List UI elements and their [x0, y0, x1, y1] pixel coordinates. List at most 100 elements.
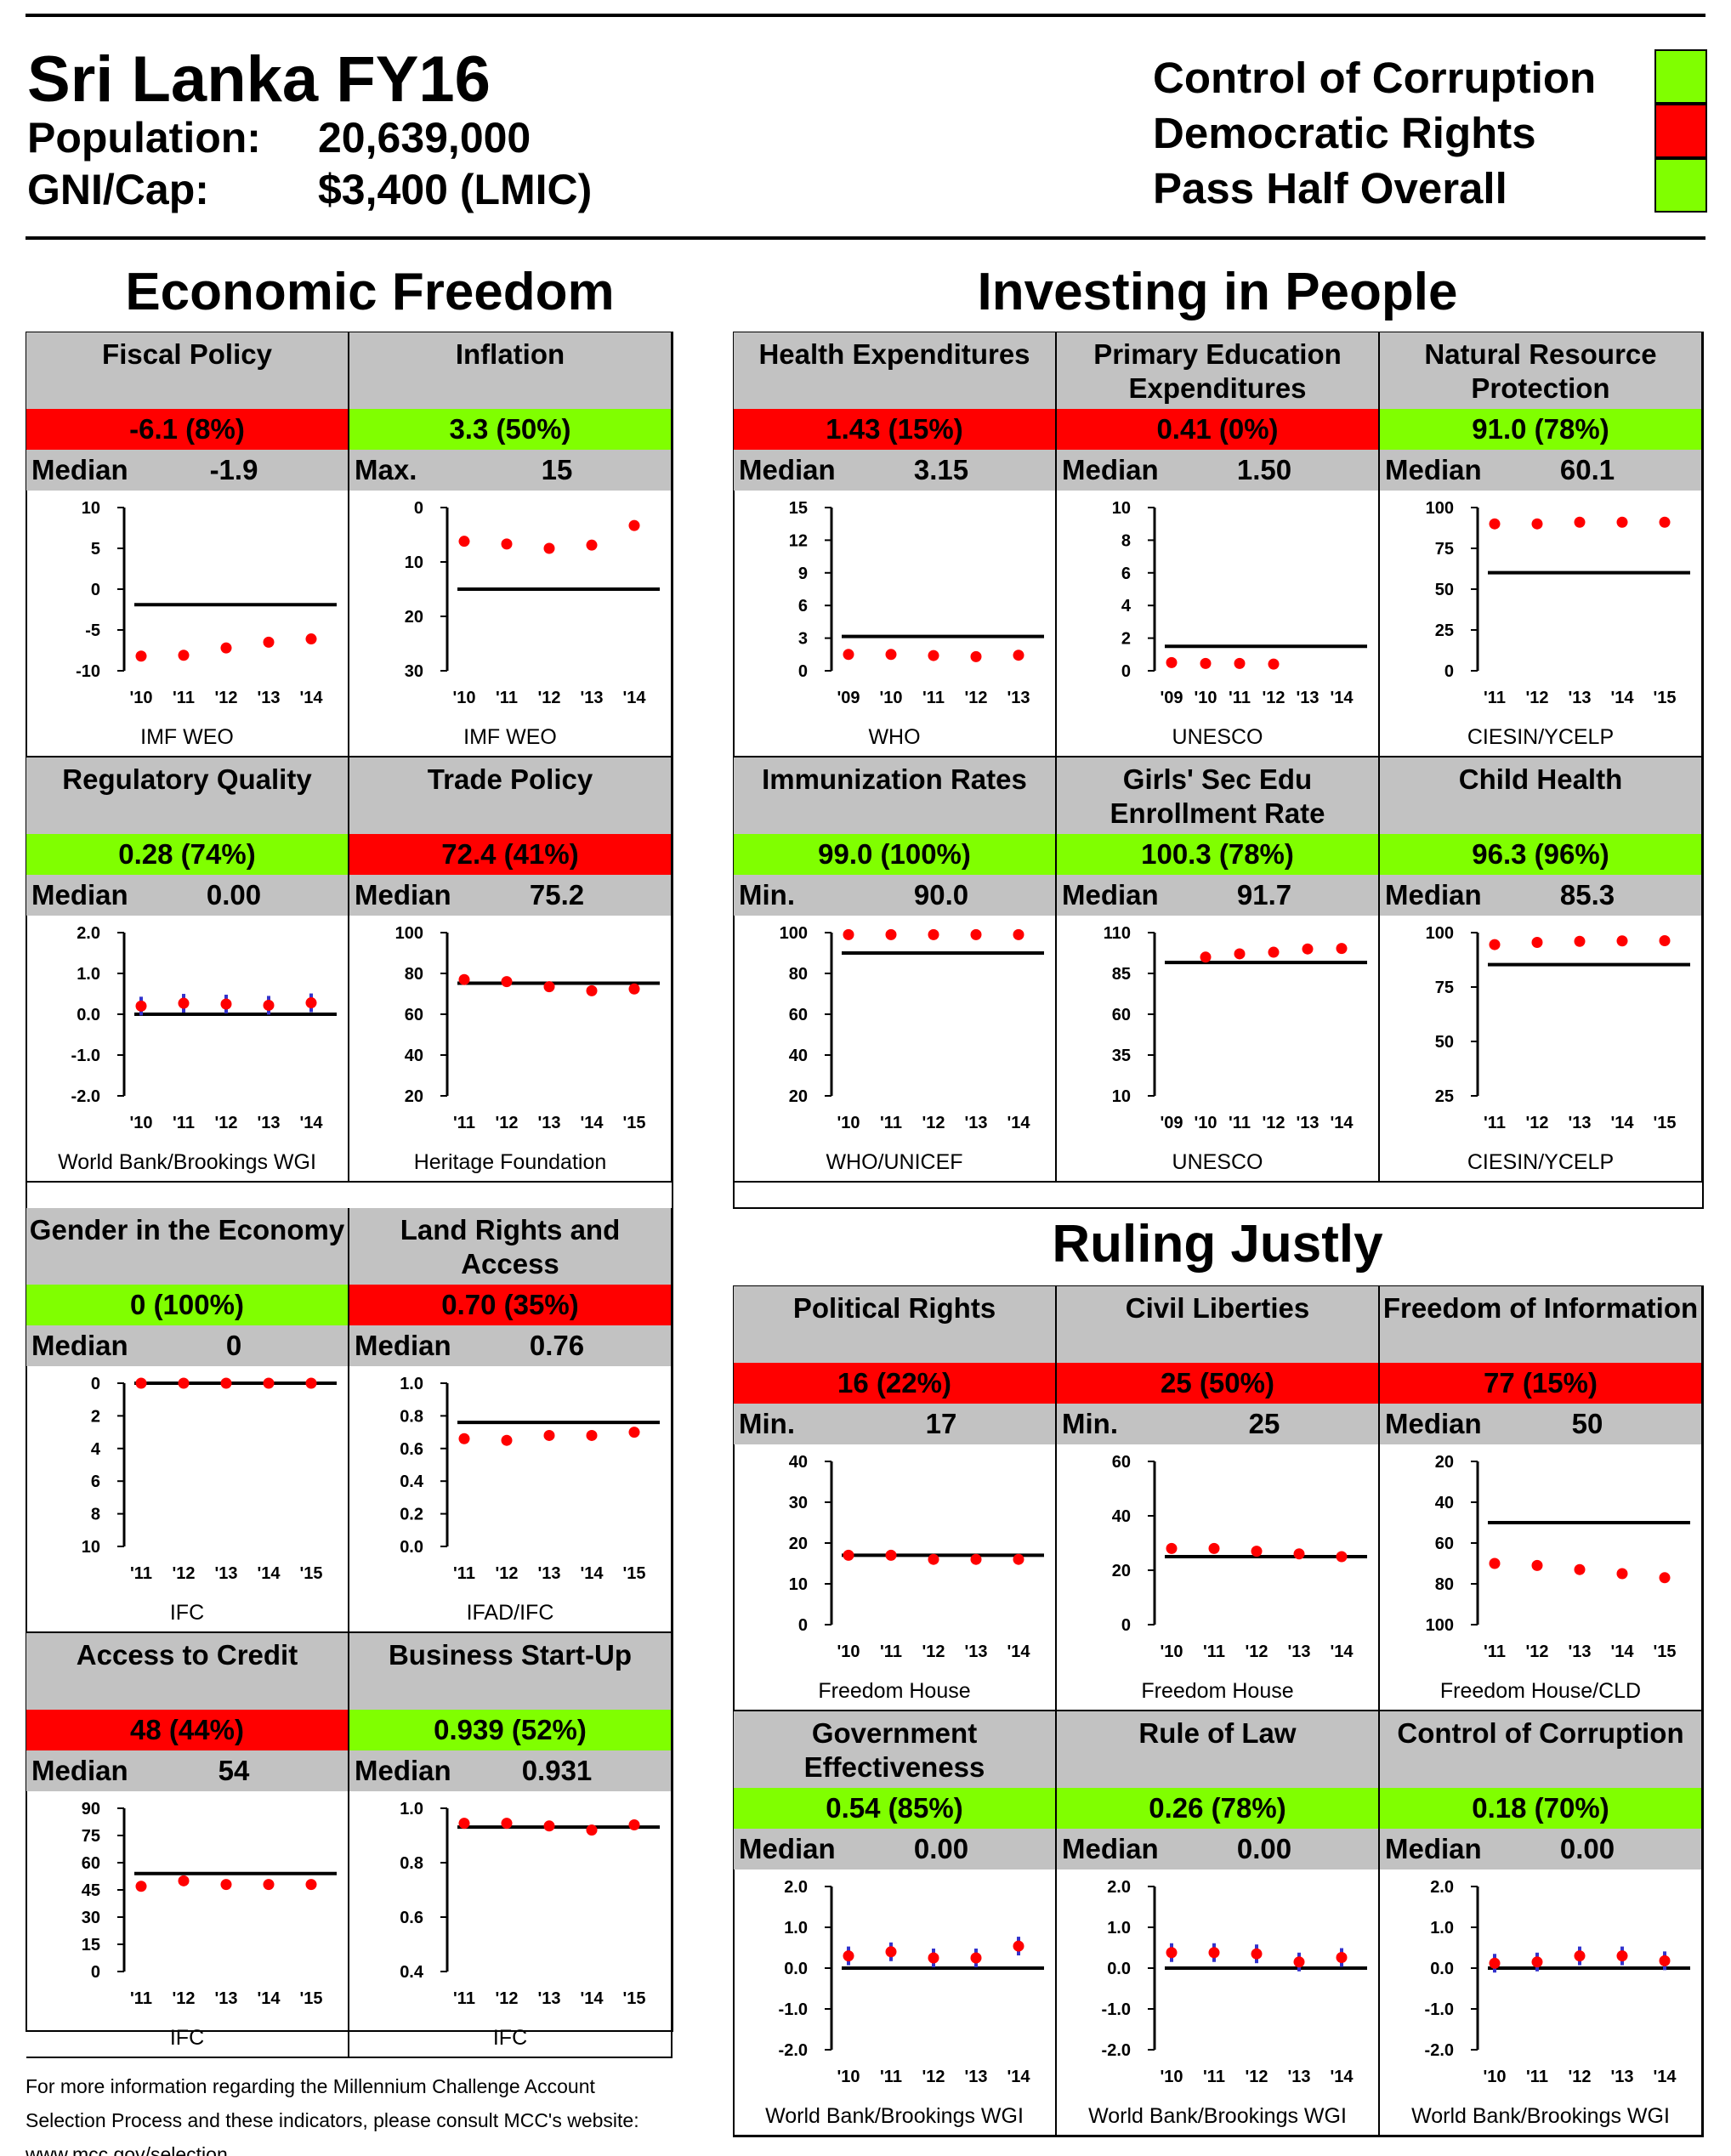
data-point	[1574, 1950, 1586, 1962]
data-point	[1336, 1551, 1348, 1563]
indicator-chart: 1.0 0.8 0.6 0.4 0.2 0.0 '11 '12 '13 '14 '15	[400, 1375, 660, 1583]
y-tick-label: 0	[414, 499, 423, 518]
data-point	[1166, 1947, 1178, 1959]
indicator-source: World Bank/Brookings WGI	[1411, 2104, 1670, 2128]
data-point	[1616, 1568, 1628, 1580]
data-point	[1251, 1948, 1263, 1960]
y-tick-label: 1.0	[1107, 1919, 1131, 1938]
x-tick-label: '13	[214, 1989, 237, 2008]
data-point	[628, 519, 640, 531]
x-tick-label: '14	[1330, 1114, 1354, 1132]
y-tick-label: 0.8	[400, 1407, 423, 1426]
data-point	[305, 1879, 317, 1891]
reference-value: 0.76	[529, 1330, 585, 1361]
data-point	[586, 1824, 598, 1836]
indicator-rule-of-law: Rule of Law 0.26 (78%) Median 0.00 2.0 1.0 0.0…	[1057, 1711, 1380, 2136]
y-tick-label: 50	[1435, 581, 1454, 599]
data-point	[1616, 1950, 1628, 1962]
data-point	[1013, 928, 1024, 940]
x-tick-label: '11	[880, 1643, 902, 1661]
data-point	[1293, 1956, 1305, 1968]
indicator-chart: 2.0 1.0 0.0 -1.0 -2.0 '10 '11 '12 '13 '14	[1425, 1878, 1690, 2086]
reference-label: Median	[739, 454, 836, 485]
reference-value: 90.0	[913, 879, 969, 911]
indicator-score: 0.28 (74%)	[26, 834, 348, 875]
x-tick-label: '12	[1525, 1643, 1548, 1661]
indicator-reference-row: Median 0.76	[349, 1325, 671, 1366]
x-tick-label: '12	[1525, 1114, 1548, 1132]
reference-label: Median	[1062, 1833, 1159, 1864]
x-tick-label: '11	[880, 2068, 902, 2086]
data-point	[1268, 946, 1280, 958]
reference-value: 91.7	[1236, 879, 1292, 911]
x-tick-label: '13	[537, 1989, 560, 2008]
indicator-title: Land Rights and Access	[349, 1208, 671, 1285]
data-point	[1489, 518, 1501, 530]
x-tick-label: '14	[299, 689, 323, 707]
indicator-control-corruption: Control of Corruption 0.18 (70%) Median 0.0…	[1380, 1711, 1703, 2136]
reference-value: -1.9	[209, 454, 258, 485]
y-tick-label: 20	[1435, 1453, 1454, 1472]
y-tick-label: 75	[1435, 979, 1454, 997]
y-tick-label: 85	[1112, 965, 1131, 984]
y-tick-label: 20	[789, 1087, 808, 1106]
data-point	[1200, 657, 1212, 669]
indicator-regulatory: Regulatory Quality 0.28 (74%) Median 0.00 2.…	[26, 757, 349, 1183]
x-tick-label: '11	[173, 689, 195, 707]
x-tick-label: '11	[880, 1114, 902, 1132]
data-point	[178, 650, 190, 661]
indicator-score: 0.18 (70%)	[1380, 1788, 1701, 1829]
y-tick-label: 15	[789, 499, 808, 518]
section-title-investing-in-people: Investing in People	[977, 263, 1458, 321]
data-point	[628, 1819, 640, 1831]
x-tick-label: '14	[1653, 2068, 1677, 2086]
y-tick-label: 60	[1435, 1535, 1454, 1553]
data-point	[220, 1879, 232, 1891]
x-tick-label: '14	[1007, 2068, 1030, 2086]
indicator-title: Immunization Rates	[734, 757, 1055, 834]
indicator-natural-resource: Natural Resource Protection 91.0 (78%) Med…	[1380, 332, 1703, 757]
reference-value: 0.00	[1236, 1833, 1292, 1864]
indicator-gender: Gender in the Economy 0 (100%) Median 0 0 2 4 6…	[26, 1208, 349, 1633]
x-tick-label: '12	[1262, 689, 1285, 707]
status-indicator-control-of-corruption	[1654, 49, 1707, 104]
y-tick-label: 0	[798, 1616, 808, 1635]
reference-value: 0.931	[521, 1755, 593, 1786]
y-tick-label: 80	[1435, 1575, 1454, 1594]
x-tick-label: '15	[622, 1564, 645, 1583]
indicator-chart: 15 12 9 6 3 0 '09 '10 '11 '12 '13	[789, 499, 1044, 707]
x-tick-label: '13	[537, 1564, 560, 1583]
x-tick-label: '12	[964, 689, 987, 707]
indicator-title: Fiscal Policy	[26, 332, 348, 409]
x-tick-label: '11	[453, 1114, 475, 1132]
indicator-reference-row: Min. 17	[734, 1404, 1055, 1444]
footer-link[interactable]: www.mcc.gov/selection	[26, 2143, 228, 2156]
y-tick-label: 9	[798, 565, 808, 583]
y-tick-label: 10	[789, 1575, 808, 1594]
y-tick-label: 0	[1121, 662, 1131, 681]
indicator-chart: 2.0 1.0 0.0 -1.0 -2.0 '10 '11 '12 '13 '14	[779, 1878, 1044, 2086]
x-tick-label: '11	[130, 1564, 152, 1583]
data-point	[970, 650, 982, 662]
x-tick-label: '12	[172, 1989, 195, 2008]
y-tick-label: -10	[76, 662, 100, 681]
y-tick-label: 0	[1444, 662, 1454, 681]
indicator-title: Health Expenditures	[734, 332, 1055, 409]
reference-value: 15	[541, 454, 573, 485]
x-tick-label: '13	[537, 1114, 560, 1132]
indicator-source: IFC	[169, 1601, 205, 1625]
header-rule	[26, 236, 1705, 240]
indicator-score: 91.0 (78%)	[1380, 409, 1701, 450]
x-tick-label: '14	[257, 1989, 281, 2008]
indicator-chart: 100 75 50 25 '11 '12 '13 '14 '15	[1426, 924, 1690, 1132]
indicator-score: 25 (50%)	[1057, 1363, 1378, 1404]
data-point	[178, 997, 190, 1009]
reference-label: Median	[1062, 454, 1159, 485]
indicator-reference-row: Median 85.3	[1380, 875, 1701, 916]
indicator-score: 0.939 (52%)	[349, 1710, 671, 1750]
data-point	[458, 1818, 470, 1830]
x-tick-label: '12	[172, 1564, 195, 1583]
x-tick-label: '11	[1484, 1114, 1506, 1132]
x-tick-label: '14	[1007, 1114, 1030, 1132]
x-tick-label: '13	[1287, 1643, 1310, 1661]
